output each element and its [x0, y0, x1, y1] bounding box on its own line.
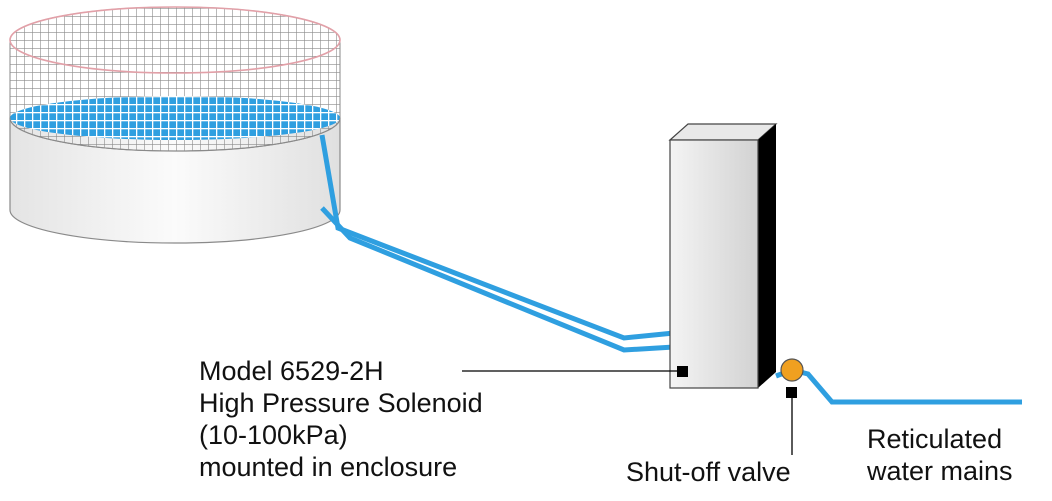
solenoid-label: Model 6529-2H High Pressure Solenoid (10… — [199, 355, 483, 483]
mains-label-line1: Reticulated — [867, 424, 1003, 454]
tank-rim — [9, 6, 341, 74]
solenoid-label-line3: (10-100kPa) — [199, 420, 348, 450]
water-tank — [9, 6, 341, 244]
enclosure-front — [669, 139, 759, 389]
solenoid-label-line4: mounted in enclosure — [199, 452, 458, 482]
solenoid-enclosure — [668, 123, 778, 389]
enclosure-side — [758, 124, 776, 388]
mains-pipe — [775, 367, 1022, 405]
tank-body — [9, 117, 341, 244]
tank-water-surface — [10, 96, 340, 140]
mains-label: Reticulated water mains — [867, 423, 1013, 487]
valve-marker — [786, 387, 797, 398]
tank-outlet-pipe — [319, 134, 675, 353]
solenoid-marker — [677, 366, 688, 377]
enclosure-top — [668, 123, 778, 141]
valve-label: Shut-off valve — [626, 457, 791, 487]
tank-body-edge — [9, 117, 341, 152]
solenoid-label-line1: Model 6529-2H — [199, 356, 384, 386]
mains-label-line2: water mains — [867, 456, 1013, 486]
valve-body — [780, 358, 804, 382]
solenoid-label-line2: High Pressure Solenoid — [199, 388, 483, 418]
shut-off-valve — [780, 358, 804, 455]
